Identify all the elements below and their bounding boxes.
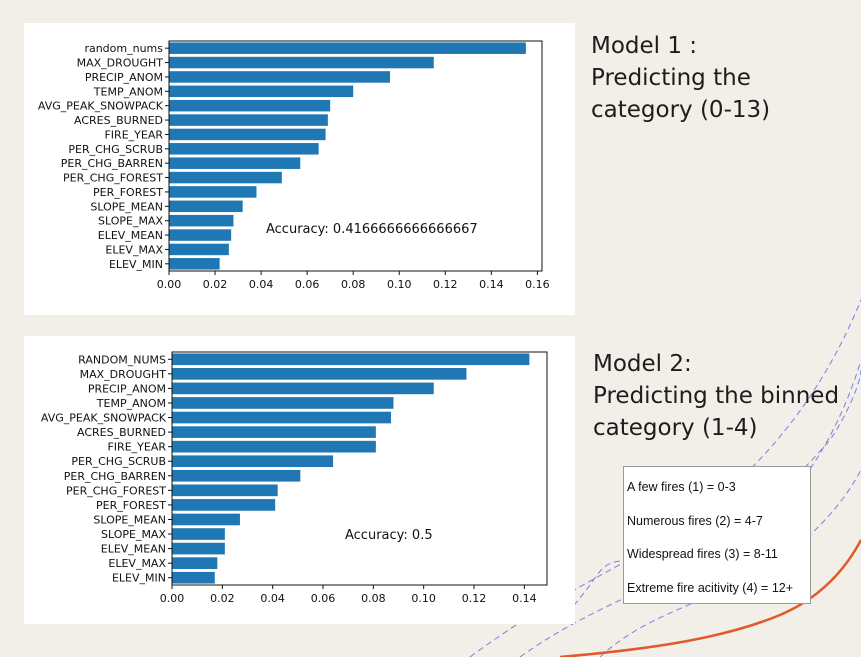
bar [172,542,225,555]
bar [172,411,391,424]
bar [169,99,331,112]
bar [172,513,240,526]
x-tick-label: 0.06 [311,592,336,605]
x-tick-label: 0.02 [203,278,228,291]
bar [169,243,229,256]
bar [169,128,326,141]
x-tick-label: 0.08 [361,592,386,605]
bar [172,368,467,380]
bar [172,499,276,511]
bar [169,171,282,184]
category-tick-label: PER_CHG_FOREST [63,172,163,185]
category-tick-label: MAX_DROUGHT [77,57,164,70]
bar [172,557,218,569]
bar [169,71,391,83]
bar [172,571,215,584]
feature-importance-chart-model-1: random_nums MAX_DROUGHTPRECIP_ANOMTEMP_AN… [38,40,550,291]
bar [172,397,394,409]
legend-item: A few fires (1) = 0-3 [627,480,736,494]
bar [172,484,278,497]
bar [169,229,232,241]
category-tick-label: ELEV_MAX [105,243,163,256]
category-tick-label: SLOPE_MEAN [93,513,166,526]
bar [172,528,225,540]
legend-item: Numerous fires (2) = 4-7 [627,514,763,528]
accuracy-annotation: Accuracy: 0.4166666666666667 [266,222,478,237]
model-1-heading: Model 1 : Predicting the category (0-13) [591,33,771,123]
x-tick-label: 0.08 [341,278,366,291]
category-tick-label: PER_FOREST [96,499,166,512]
bar [169,157,301,169]
category-tick-label: ACRES_BURNED [74,114,163,127]
x-tick-label: 0.00 [157,278,182,291]
model-2-heading: Model 2: Predicting the binned category … [593,351,840,441]
x-tick-label: 0.14 [512,592,537,605]
x-tick-label: 0.14 [479,278,504,291]
category-tick-label: PER_CHG_BARREN [61,157,163,170]
category-tick-label: PER_CHG_FOREST [66,484,166,497]
category-tick-label: ELEV_MEAN [101,543,166,556]
bar [169,200,243,213]
bar [172,353,530,366]
bar [172,469,301,482]
plot-frame [168,40,543,272]
x-tick-label: 0.02 [210,592,235,605]
category-tick-label: SLOPE_MAX [101,528,166,541]
category-tick-label: TEMP_ANOM [96,397,166,410]
category-tick-label: SLOPE_MEAN [90,200,163,213]
category-tick-label: ELEV_MIN [109,258,163,271]
category-tick-label: PER_CHG_BARREN [64,470,166,483]
category-tick-label: TEMP_ANOM [93,85,163,98]
category-tick-label: ELEV_MIN [112,572,166,585]
category-tick-label: SLOPE_MAX [98,215,163,228]
category-tick-label: PER_CHG_SCRUB [68,143,163,156]
plot-frame [171,351,548,586]
bar [172,440,376,453]
legend-item: Widespread fires (3) = 8-11 [627,547,778,561]
x-tick-label: 0.04 [249,278,274,291]
bar [169,56,434,69]
x-tick-label: 0.00 [160,592,185,605]
x-tick-label: 0.06 [295,278,320,291]
legend-item: Extreme fire acitivity (4) = 12+ [627,581,794,595]
category-tick-label: FIRE_YEAR [104,128,163,141]
bar [172,455,334,468]
category-tick-label: PRECIP_ANOM [85,71,163,84]
category-tick-label: MAX_DROUGHT [80,368,167,381]
chart-panel-model-1: random_nums MAX_DROUGHT PRECIP_ANOM TEMP_AN… [24,23,575,315]
x-tick-label: 0.10 [411,592,436,605]
category-tick-label: PER_CHG_SCRUB [71,455,166,468]
x-tick-label: 0.04 [260,592,285,605]
category-tick-label: AVG_PEAK_SNOWPACK [41,412,167,425]
category-tick-label: PRECIP_ANOM [88,382,166,395]
bar [169,114,328,126]
bar [169,186,257,198]
bar [169,42,526,54]
category-tick-label: random_nums [84,42,163,55]
category-tick-label: PER_FOREST [93,186,163,199]
x-tick-label: 0.12 [433,278,458,291]
bar [169,258,220,270]
bar [169,85,354,98]
x-tick-label: 0.12 [462,592,487,605]
category-tick-label: AVG_PEAK_SNOWPACK [38,100,164,113]
category-tick-label: ELEV_MEAN [98,229,163,242]
chart-panel-model-2: RANDOM_NUMS MAX_DROUGHT PRECIP_ANOM TEMP_AN… [24,336,575,624]
category-tick-label: FIRE_YEAR [107,441,166,454]
category-tick-label: ELEV_MAX [108,557,166,570]
category-tick-label: RANDOM_NUMS [78,353,166,366]
bin-legend: A few fires (1) = 0-3 Numerous fires (2)… [623,466,811,604]
bar [169,214,234,227]
bar [169,143,319,155]
category-tick-label: ACRES_BURNED [77,426,166,439]
x-tick-label: 0.16 [525,278,550,291]
accuracy-annotation: Accuracy: 0.5 [345,528,433,543]
bar [172,382,434,395]
x-tick-label: 0.10 [387,278,412,291]
bar [172,426,376,438]
